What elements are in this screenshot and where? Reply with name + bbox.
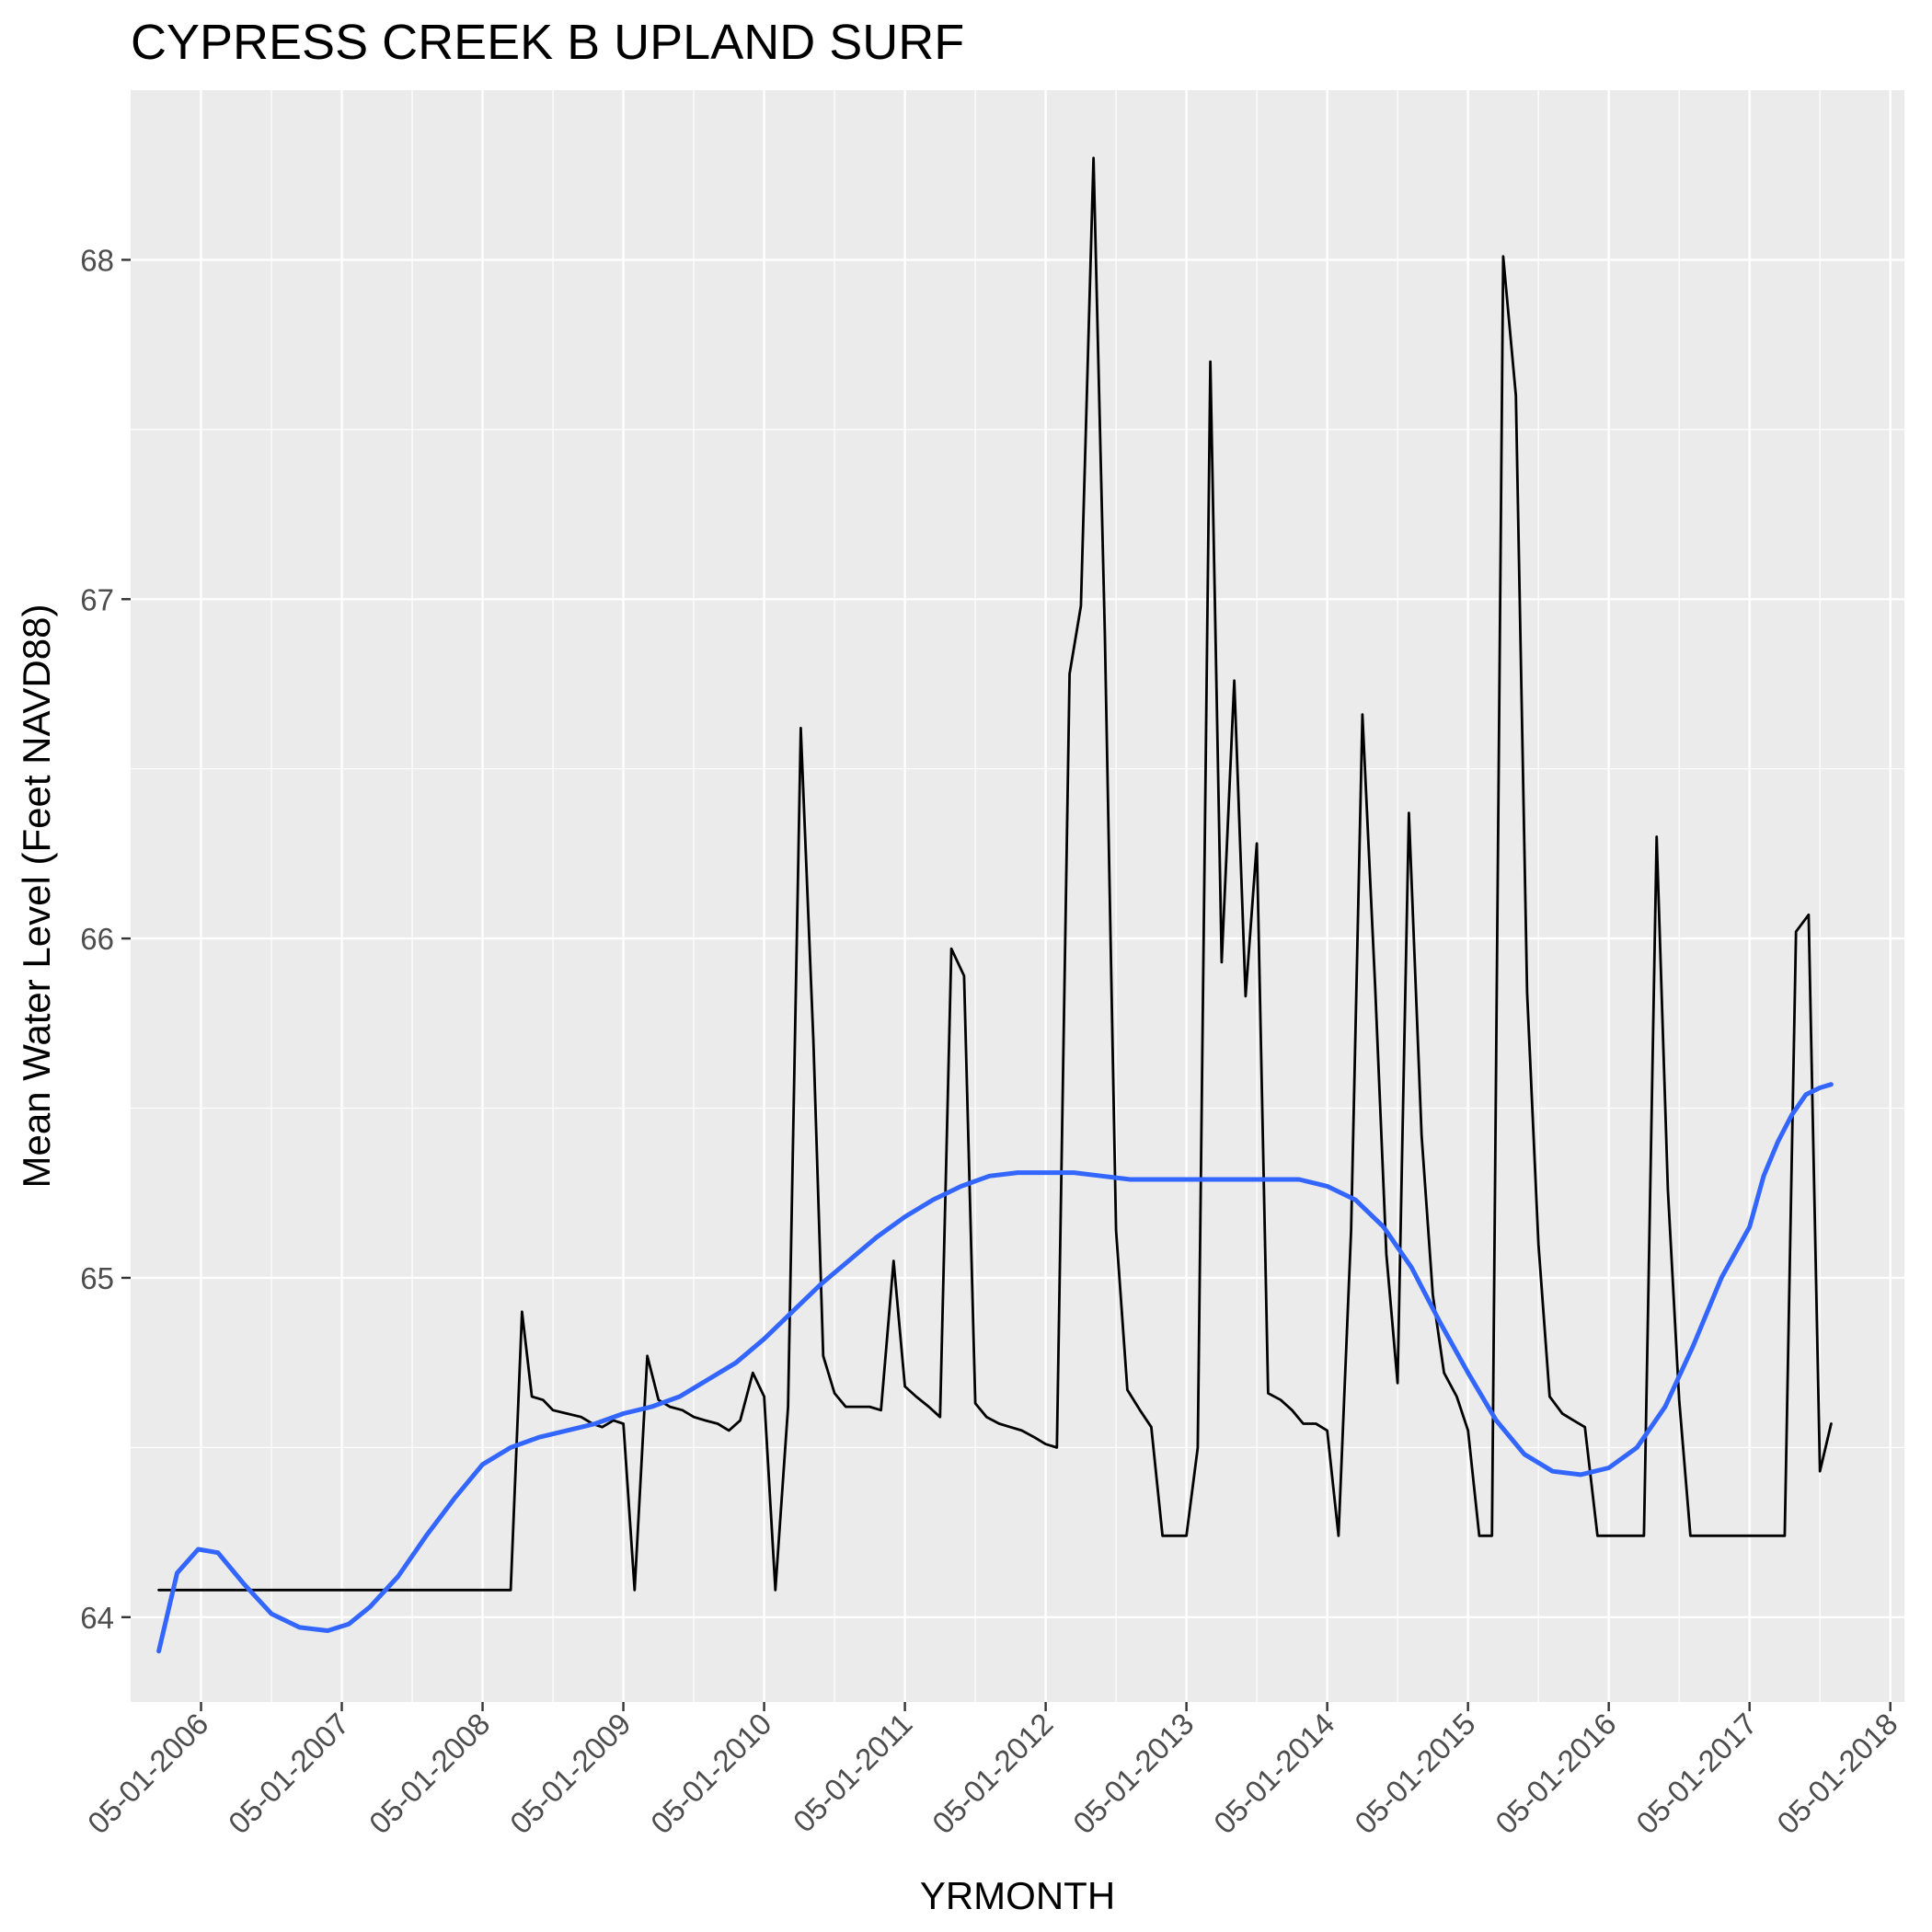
x-tick-label: 05-01-2016 <box>1489 1707 1623 1841</box>
y-tick-label: 65 <box>80 1261 114 1295</box>
y-tick-label: 67 <box>80 582 114 616</box>
x-axis-title: YRMONTH <box>920 1874 1115 1917</box>
x-axis: 05-01-2006 05-01-2007 05-01-2008 05-01-2009… <box>81 1702 1904 1840</box>
y-tick-label: 64 <box>80 1601 114 1635</box>
chart-title: CYPRESS CREEK B UPLAND SURF <box>131 15 964 70</box>
y-axis-title: Mean Water Level (Feet NAVD88) <box>15 604 58 1189</box>
x-tick-label: 05-01-2013 <box>1066 1707 1201 1841</box>
x-tick-label: 05-01-2018 <box>1770 1707 1904 1841</box>
x-tick-label: 05-01-2011 <box>787 1707 919 1839</box>
y-tick-label: 68 <box>80 243 114 277</box>
x-tick-label: 05-01-2007 <box>222 1707 356 1841</box>
x-tick-label: 05-01-2017 <box>1629 1707 1764 1841</box>
x-tick-label: 05-01-2014 <box>1207 1707 1341 1841</box>
x-tick-label: 05-01-2006 <box>81 1707 215 1841</box>
x-tick-label: 05-01-2008 <box>362 1707 497 1841</box>
y-axis: 64 65 66 67 68 <box>80 243 131 1634</box>
y-tick-label: 66 <box>80 922 114 956</box>
x-tick-label: 05-01-2010 <box>644 1707 778 1841</box>
plot-panel <box>131 90 1904 1702</box>
x-tick-label: 05-01-2012 <box>926 1707 1060 1841</box>
x-tick-label: 05-01-2015 <box>1348 1707 1482 1841</box>
x-tick-label: 05-01-2009 <box>503 1707 638 1841</box>
